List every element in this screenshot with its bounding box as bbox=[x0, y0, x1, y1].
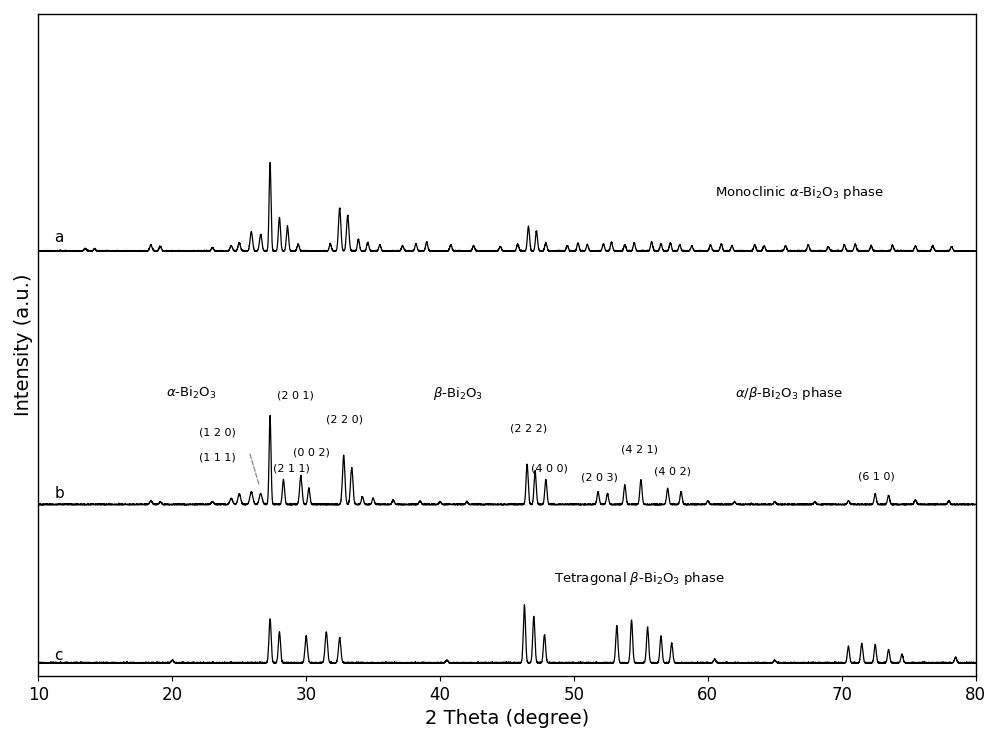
Text: Tetragonal $\beta$-Bi$_2$O$_3$ phase: Tetragonal $\beta$-Bi$_2$O$_3$ phase bbox=[554, 570, 725, 587]
Text: (1 1 1): (1 1 1) bbox=[199, 453, 236, 462]
Text: (2 0 1): (2 0 1) bbox=[277, 390, 314, 400]
Text: (2 2 2): (2 2 2) bbox=[510, 423, 547, 433]
Text: b: b bbox=[55, 487, 64, 502]
Text: $\alpha$-Bi$_2$O$_3$: $\alpha$-Bi$_2$O$_3$ bbox=[166, 385, 216, 401]
Text: (1 2 0): (1 2 0) bbox=[199, 427, 236, 437]
Text: (2 2 0): (2 2 0) bbox=[326, 414, 363, 424]
Text: (2 0 3): (2 0 3) bbox=[581, 473, 618, 483]
Text: c: c bbox=[55, 648, 63, 663]
Text: (4 0 2): (4 0 2) bbox=[654, 466, 691, 476]
Text: (6 1 0): (6 1 0) bbox=[858, 471, 895, 482]
Text: (2 1 1): (2 1 1) bbox=[273, 464, 310, 473]
Text: $\alpha$/$\beta$-Bi$_2$O$_3$ phase: $\alpha$/$\beta$-Bi$_2$O$_3$ phase bbox=[735, 385, 843, 402]
Y-axis label: Intensity (a.u.): Intensity (a.u.) bbox=[14, 274, 33, 416]
Text: Monoclinic $\alpha$-Bi$_2$O$_3$ phase: Monoclinic $\alpha$-Bi$_2$O$_3$ phase bbox=[715, 184, 884, 201]
Text: $\beta$-Bi$_2$O$_3$: $\beta$-Bi$_2$O$_3$ bbox=[433, 385, 483, 402]
Text: (4 2 1): (4 2 1) bbox=[621, 444, 658, 455]
Text: a: a bbox=[55, 230, 64, 245]
Text: (4 0 0): (4 0 0) bbox=[531, 464, 568, 473]
Text: (0 0 2): (0 0 2) bbox=[293, 447, 330, 457]
X-axis label: 2 Theta (degree): 2 Theta (degree) bbox=[425, 709, 589, 728]
